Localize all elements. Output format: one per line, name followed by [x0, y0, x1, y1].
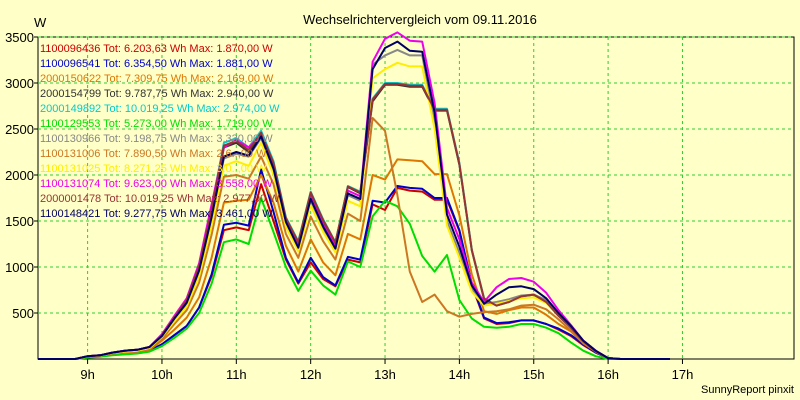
y-tick-label-5: 3000: [5, 76, 34, 91]
x-tick-label-2: 11h: [226, 367, 247, 382]
legend: 1100096436 Tot: 6.203,63 Wh Max: 1.870,0…: [40, 43, 280, 220]
chart-title: Wechselrichtervergleich vom 09.11.2016: [303, 12, 537, 27]
y-tick-label-0: 500: [12, 306, 34, 321]
x-tick-label-8: 17h: [672, 367, 694, 382]
y-tick-label-2: 1500: [5, 214, 34, 229]
legend-entry-1: 1100096541 Tot: 6.354,50 Wh Max: 1.881,0…: [40, 58, 273, 70]
y-axis-ticks: 500 1000 1500 2000 2500 3000 3500: [5, 30, 38, 321]
x-tick-label-6: 15h: [523, 367, 545, 382]
legend-entry-2: 2000150622 Tot: 7.309,75 Wh Max: 2.169,0…: [40, 73, 274, 85]
legend-entry-10: 2000001478 Tot: 10.019,25 Wh Max: 2.977,…: [40, 193, 280, 205]
legend-entry-4: 2000149892 Tot: 10.019,25 Wh Max: 2.974,…: [40, 103, 280, 115]
series-line-5: [38, 197, 670, 360]
legend-entry-7: 1100131006 Tot: 7.890,50 Wh Max: 2.6..,0…: [40, 148, 267, 160]
series-line-11: [38, 40, 670, 360]
y-tick-label-6: 3500: [5, 30, 34, 45]
footer-credit: SunnyReport pinxit: [701, 384, 794, 396]
x-tick-label-1: 10h: [151, 367, 173, 382]
legend-entry-6: 1100130966 Tot: 9.198,75 Wh Max: 3.330,0…: [40, 133, 273, 145]
legend-entry-11: 1100148421 Tot: 9.277,75 Wh Max: 3.461,0…: [40, 208, 273, 220]
legend-entry-9: 1100131074 Tot: 9.623,00 Wh Max: 3.558,0…: [40, 178, 273, 190]
grid-lines: [38, 36, 794, 359]
y-axis-label: W: [34, 15, 47, 30]
x-tick-label-3: 12h: [300, 367, 322, 382]
x-tick-label-7: 16h: [597, 367, 619, 382]
series-lines: [38, 31, 670, 360]
legend-entry-8: 1100131025 Tot: 8.271,25 Wh Max: 3.0..,0…: [40, 163, 267, 175]
legend-entry-0: 1100096436 Tot: 6.203,63 Wh Max: 1.870,0…: [40, 43, 273, 55]
x-tick-label-4: 13h: [374, 367, 396, 382]
y-tick-label-4: 2500: [5, 122, 34, 137]
y-tick-label-3: 2000: [5, 168, 34, 183]
legend-entry-5: 1100129553 Tot: 5.273,00 Wh Max: 1.719,0…: [40, 118, 273, 130]
y-tick-label-1: 1000: [5, 260, 34, 275]
plot-area: [37, 36, 795, 360]
x-tick-label-5: 14h: [449, 367, 471, 382]
x-axis-ticks: 9h 10h 11h 12h 13h 14h 15h 16h 17h: [80, 359, 693, 382]
legend-entry-3: 2000154799 Tot: 9.787,75 Wh Max: 2.940,0…: [40, 88, 274, 100]
x-tick-label-0: 9h: [80, 367, 94, 382]
